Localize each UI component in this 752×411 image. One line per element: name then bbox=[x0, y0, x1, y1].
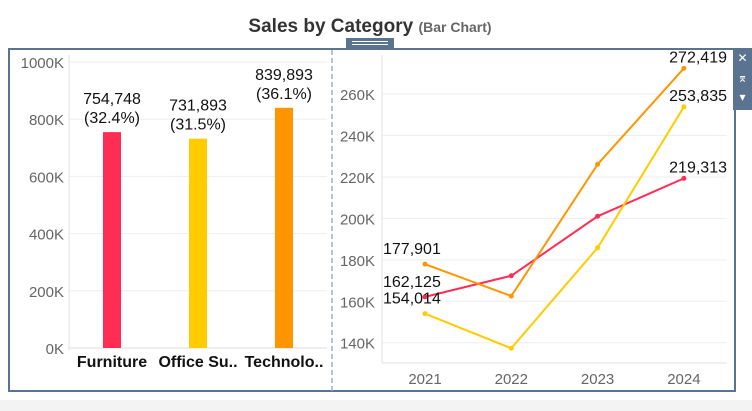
point-furniture bbox=[681, 175, 687, 181]
bar-furniture bbox=[103, 132, 121, 348]
point-technology bbox=[422, 261, 428, 267]
data-label: 162,125 bbox=[383, 274, 441, 291]
line-furniture bbox=[424, 177, 685, 298]
point-technology bbox=[681, 65, 687, 71]
x-category-label: Office Su.. bbox=[158, 354, 237, 371]
subtitle-text: (Bar Chart) bbox=[418, 19, 492, 35]
data-label: 219,313 bbox=[669, 159, 727, 176]
bar-technology bbox=[275, 107, 293, 348]
y-tick-label: 400K bbox=[29, 227, 64, 244]
line-technology bbox=[424, 67, 685, 298]
container-toolbar: ✕ ⌆ ▾ bbox=[733, 48, 752, 110]
y-tick-label: 200K bbox=[340, 211, 375, 228]
y-tick-label: 1000K bbox=[21, 55, 64, 72]
percent-label: (32.4%) bbox=[84, 110, 140, 127]
x-tick-label: 2024 bbox=[667, 371, 700, 388]
y-tick-label: 140K bbox=[340, 336, 375, 353]
x-category-label: Furniture bbox=[77, 354, 147, 371]
point-furniture bbox=[508, 273, 514, 279]
chart-container[interactable] bbox=[8, 48, 736, 392]
drag-handle[interactable] bbox=[346, 38, 394, 48]
bar-office-supplies bbox=[189, 138, 207, 348]
data-label: 253,835 bbox=[669, 88, 727, 105]
point-office-supplies bbox=[422, 311, 428, 317]
y-tick-label: 260K bbox=[340, 87, 375, 104]
y-tick-label: 180K bbox=[340, 253, 375, 270]
close-icon[interactable]: ✕ bbox=[737, 51, 748, 65]
y-tick-label: 200K bbox=[29, 284, 64, 301]
percent-label: (36.1%) bbox=[256, 86, 312, 103]
y-tick-label: 800K bbox=[29, 112, 64, 129]
point-office-supplies bbox=[508, 345, 514, 351]
data-label: 754,748 bbox=[83, 91, 141, 108]
data-label: 177,901 bbox=[383, 241, 441, 258]
data-label: 272,419 bbox=[669, 49, 727, 66]
chart-title: Sales by Category (Bar Chart) bbox=[0, 16, 740, 38]
data-label: 154,014 bbox=[383, 291, 441, 308]
y-tick-label: 160K bbox=[340, 294, 375, 311]
y-tick-label: 240K bbox=[340, 129, 375, 146]
x-category-label: Technolo.. bbox=[245, 354, 324, 371]
title-text: Sales by Category bbox=[248, 16, 414, 37]
y-tick-label: 0K bbox=[46, 341, 64, 358]
data-label: 839,893 bbox=[255, 67, 313, 84]
x-tick-label: 2022 bbox=[495, 371, 528, 388]
point-office-supplies bbox=[595, 245, 601, 251]
x-tick-label: 2021 bbox=[408, 371, 441, 388]
dropdown-menu-icon[interactable]: ▾ bbox=[739, 90, 746, 104]
x-tick-label: 2023 bbox=[581, 371, 614, 388]
point-furniture bbox=[422, 294, 428, 300]
point-furniture bbox=[595, 213, 601, 219]
point-technology bbox=[508, 293, 514, 299]
point-office-supplies bbox=[681, 104, 687, 110]
data-label: 731,893 bbox=[169, 98, 227, 115]
percent-label: (31.5%) bbox=[170, 117, 226, 134]
y-tick-label: 600K bbox=[29, 169, 64, 186]
line-office-supplies bbox=[424, 106, 685, 350]
y-tick-label: 220K bbox=[340, 170, 375, 187]
point-technology bbox=[595, 161, 601, 167]
pin-icon[interactable]: ⌆ bbox=[737, 71, 748, 85]
